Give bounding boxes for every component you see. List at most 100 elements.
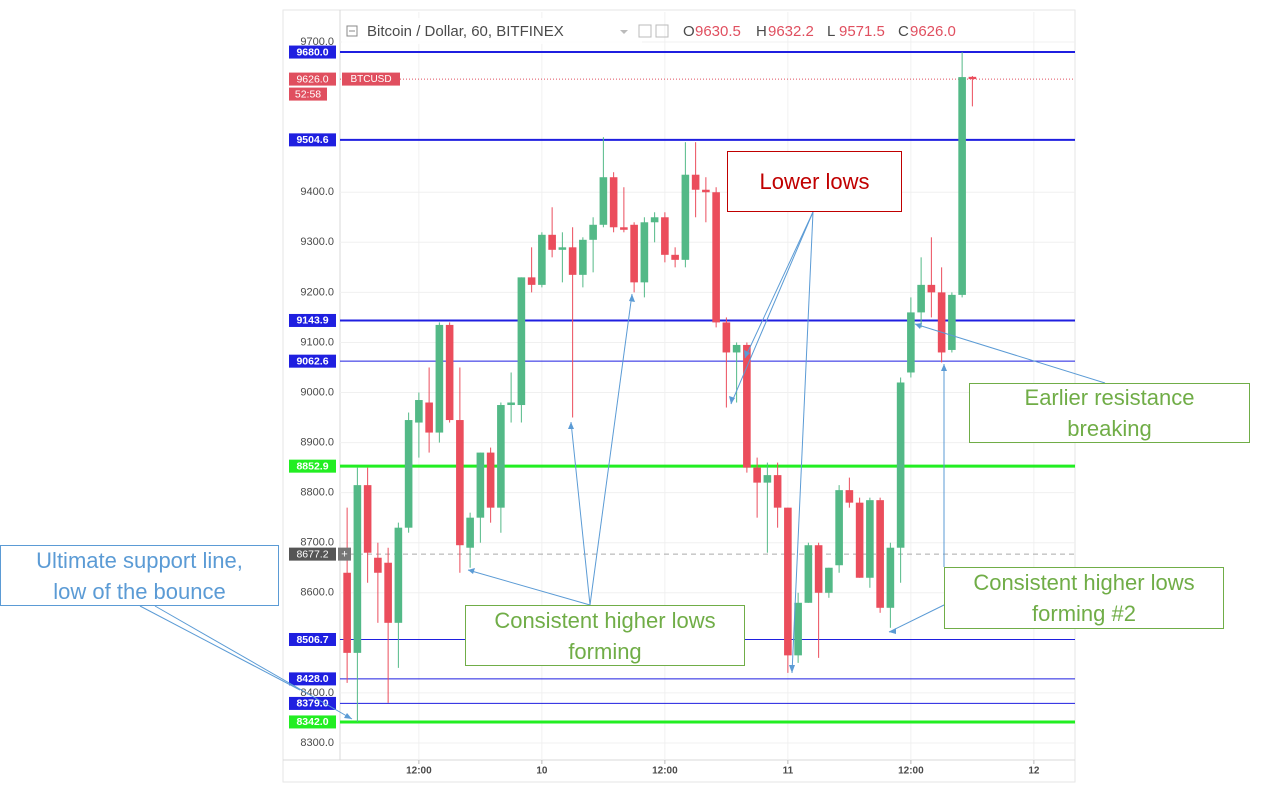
candle-body [630,224,638,283]
crosshair-tag [289,547,336,561]
candle-body [650,217,659,223]
arrow [467,569,591,606]
eye-icon [638,24,652,38]
dropdown-icon [620,30,628,34]
x-tick-label: 12:00 [898,766,924,777]
annotation: Consistent higher lows forming #2 [944,567,1224,629]
candle-body [732,344,741,353]
candle-body [886,547,895,608]
last-price-tag [289,72,336,86]
candle-body [876,500,884,608]
arrow [730,211,814,405]
ohlc-field: L [827,23,835,40]
candle-body [363,485,372,553]
candle-body [753,467,761,483]
arrows [139,211,1106,720]
arrow [791,211,814,674]
arrow [589,293,633,606]
symbol-tag-label: BTCUSD [350,74,391,85]
level-tag [289,672,336,686]
header-ohlc: O 9630.5 H 9632.2 L 9571.5 C 9626.0 [683,23,956,40]
ohlc-value: 9632.2 [768,23,814,40]
level-tag-label: 9504.6 [296,134,328,146]
candle-body [896,382,905,548]
candle-body [948,294,956,350]
settings-icon [655,24,669,38]
ohlc-value: 9630.5 [695,23,741,40]
annotation-text: Consistent higher lows [973,570,1195,595]
candle-body [794,602,802,656]
candle-body [937,292,946,353]
y-tick-label: 8900.0 [300,436,334,448]
candle-body [497,405,505,508]
tags: 9680.0 9504.6 9143.9 9062.6 8852.9 8506.7 8428… [289,45,400,729]
annotation-text: low of the bounce [53,578,226,604]
level-tag [289,313,336,327]
candle-body [343,572,351,653]
candle-body [558,247,567,250]
candle-body [773,475,782,508]
candle-body [456,420,464,546]
x-tick-label: 10 [536,766,548,777]
candle-body [538,234,546,285]
arrow [154,605,353,720]
candle-body [814,545,823,593]
arrow [914,323,1106,384]
level-tag [289,133,336,147]
candle-body [743,344,751,468]
annotation-text: forming [568,638,642,664]
candle-body [855,502,864,578]
level-tag [289,715,336,729]
candle-body [702,189,710,193]
candle-body [804,545,813,603]
x-tick-label: 12:00 [652,766,678,777]
annotation-text: breaking [1067,416,1152,441]
candle-body [845,490,854,503]
candle-body [599,177,608,225]
ohlc-value: 9626.0 [910,23,956,40]
crosshair-tag-label: 8677.2 [296,548,328,560]
symbol-title: Bitcoin / Dollar, 60, BITFINEX [367,23,564,40]
candle-body [527,277,536,285]
candle-body [589,224,597,240]
candle-body [568,247,577,275]
y-tick-label: 9000.0 [300,386,334,398]
candle-body [384,562,392,623]
candle-body [640,222,649,283]
ohlc-field: C [898,23,909,40]
annotation: Earlier resistance breaking [969,383,1250,443]
candle-body [353,485,362,653]
level-tag-label: 8428.0 [296,673,328,685]
y-tick-label: 8300.0 [300,737,334,749]
arrow [744,211,814,359]
y-tick-label: 9100.0 [300,336,334,348]
candle-body [476,452,485,518]
candle-body [620,227,628,230]
candle-body [763,475,772,483]
arrow [888,604,945,633]
candle-body [866,500,874,578]
y-tick-label: 9400.0 [300,186,334,198]
level-tag [289,696,336,710]
candle-body [507,402,515,406]
y-tick-label: 8800.0 [300,487,334,499]
arrow [139,605,301,691]
candle-body [958,77,966,295]
x-tick-label: 12:00 [406,766,432,777]
candle-body [835,490,843,566]
candle-body [404,420,413,528]
candle-body [548,234,556,250]
level-tag-label: 9062.6 [296,355,328,367]
level-tag [289,45,336,59]
candle-body [466,517,474,548]
countdown-tag [289,87,327,101]
candle-body [394,527,403,623]
candle-body [691,174,700,190]
y-tick-label: 9200.0 [300,286,334,298]
level-tag-label: 8506.7 [296,634,328,646]
candle-body [415,400,423,423]
annotation-text: forming #2 [1032,601,1136,626]
candle-body [722,322,731,353]
